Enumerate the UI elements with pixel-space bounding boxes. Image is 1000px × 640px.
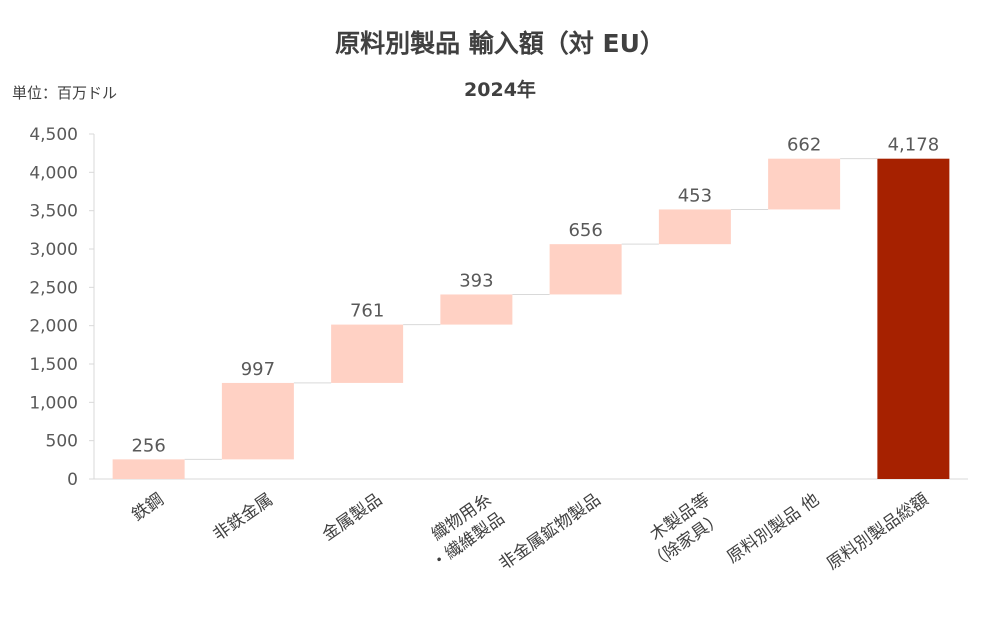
unit-label: 単位：百万ドル — [12, 84, 117, 102]
y-tick-label: 2,500 — [29, 278, 78, 298]
waterfall-bar — [221, 382, 294, 460]
category-label-line: 鉄鋼 — [128, 490, 167, 526]
category-label-line: 金属製品 — [319, 490, 386, 545]
category-label: 非鉄金属 — [210, 490, 277, 545]
data-label: 393 — [459, 270, 493, 291]
y-tick-label: 3,000 — [29, 240, 78, 260]
category-label-line: 原料別製品 他 — [724, 490, 823, 568]
y-tick-label: 4,500 — [29, 125, 78, 145]
data-label: 997 — [241, 359, 275, 380]
chart-title: 原料別製品 輸入額（対 EU） — [335, 29, 665, 58]
y-tick-label: 500 — [46, 432, 78, 452]
category-label: 木製品等（除家具） — [633, 490, 727, 574]
y-tick-label: 1,500 — [29, 355, 78, 375]
category-label: 金属製品 — [319, 490, 386, 545]
category-label: 原料別製品総額 — [823, 490, 932, 575]
data-label: 761 — [350, 301, 384, 322]
waterfall-bar — [331, 324, 404, 383]
category-label-line: 原料別製品総額 — [823, 490, 932, 575]
waterfall-bar — [112, 459, 185, 479]
plot-area: 0 500 1,000 1,500 2,000 2,500 3,000 3,500 4,000 4… — [29, 125, 968, 574]
waterfall-bar — [768, 158, 841, 210]
y-tick-label: 2,000 — [29, 317, 78, 337]
category-label-line: 非鉄金属 — [210, 490, 277, 545]
y-tick-label: 0 — [67, 470, 78, 490]
y-tick-label: 4,000 — [29, 163, 78, 183]
total-bar — [877, 158, 950, 480]
data-label: 453 — [678, 185, 712, 206]
category-label-line: 非金属鉱物製品 — [496, 490, 605, 575]
data-label: 4,178 — [888, 135, 940, 156]
y-tick-label: 3,500 — [29, 202, 78, 222]
category-label: 鉄鋼 — [128, 490, 167, 526]
category-label: 非金属鉱物製品 — [496, 490, 605, 575]
waterfall-bar — [658, 209, 731, 245]
chart-subtitle: 2024年 — [464, 78, 536, 101]
data-label: 656 — [568, 220, 602, 241]
y-tick-label: 1,000 — [29, 393, 78, 413]
data-label: 256 — [131, 435, 165, 456]
category-label: 原料別製品 他 — [724, 490, 823, 568]
waterfall-bar — [440, 294, 513, 325]
waterfall-bar — [549, 244, 622, 295]
data-label: 662 — [787, 135, 821, 156]
category-label: 織物用糸・繊維製品 — [414, 490, 508, 574]
